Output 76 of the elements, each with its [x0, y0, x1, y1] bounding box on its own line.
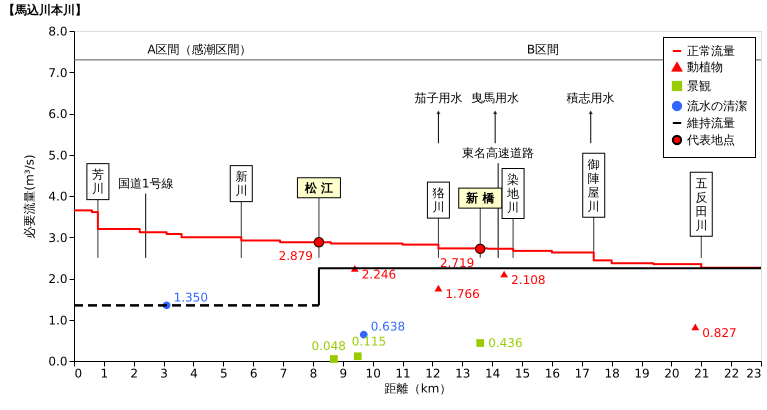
x-tick-label: 21 [694, 366, 710, 380]
y-tick-label: 1.0 [48, 313, 68, 328]
y-tick-label: 4.0 [48, 190, 68, 204]
point [330, 355, 338, 363]
y-tick-label: 6.0 [48, 107, 68, 121]
y-tick-label: 0.0 [48, 354, 68, 368]
legend-label: 景観 [687, 79, 711, 93]
legend-label: 流水の清潔 [687, 99, 747, 113]
x-tick-label: 9 [340, 366, 348, 380]
point [476, 339, 484, 347]
data-label: 0.436 [488, 336, 523, 350]
legend-label: 動植物 [687, 60, 723, 74]
y-tick-label: 5.0 [48, 148, 68, 162]
x-tick-label: 14 [485, 366, 500, 380]
x-tick-label: 19 [634, 366, 650, 380]
annotation: 狢川 [432, 186, 444, 214]
x-tick-label: 11 [395, 366, 411, 380]
x-tick-label: 3 [160, 366, 168, 380]
y-tick-label: 3.0 [48, 230, 68, 245]
x-tick-label: 23 [746, 366, 762, 380]
x-tick-label: 6 [250, 366, 258, 380]
annotation: 積志用水 [566, 91, 615, 106]
legend-label: 代表地点 [686, 133, 735, 147]
annotation: 芳川 [92, 168, 104, 196]
data-label: 0.115 [352, 334, 386, 348]
y-tick-label: 2.0 [48, 272, 68, 286]
data-label: 1.350 [174, 290, 208, 304]
annotation: A区間（感潮区間） [147, 42, 252, 57]
annotation: 新川 [235, 170, 248, 198]
data-label: 2.879 [278, 249, 313, 264]
point [500, 270, 508, 278]
chart-title: 【馬込川本川】 [2, 3, 87, 17]
annotation: 御陣屋川 [588, 157, 600, 214]
x-tick-label: 10 [366, 366, 381, 380]
annotation: 茄子用水 [414, 91, 462, 106]
data-label: 1.766 [445, 287, 480, 302]
x-tick-label: 7 [280, 366, 288, 380]
x-tick-label: 17 [574, 366, 590, 380]
x-tick-label: 5 [220, 366, 228, 380]
data-label: 2.719 [440, 256, 474, 270]
x-tick-label: 4 [190, 366, 198, 380]
x-tick-label: 20 [664, 366, 680, 380]
x-axis-title: 距離（km） [384, 382, 452, 396]
x-tick-label: 12 [425, 366, 441, 380]
annotation: 五反田川 [695, 176, 708, 232]
x-tick-label: 18 [604, 366, 620, 380]
point [434, 284, 442, 292]
x-tick-label: 15 [514, 366, 530, 380]
annotation: 東名高速道路 [462, 146, 534, 160]
annotation: B区間 [526, 42, 560, 57]
y-tick-label: 7.0 [48, 66, 68, 80]
point [354, 352, 362, 360]
legend-label: 正常流量 [687, 44, 735, 58]
point [691, 324, 700, 330]
x-tick-label: 16 [544, 366, 560, 380]
annotation: 新 橋 [465, 191, 496, 206]
data-label: 2.108 [511, 273, 546, 288]
data-label: 0.827 [702, 326, 737, 340]
point [474, 244, 486, 254]
x-tick-label: 8 [310, 366, 318, 380]
annotation: 染地川 [506, 172, 520, 215]
legend-label: 維持流量 [686, 116, 735, 130]
x-tick-label: 2 [130, 366, 138, 380]
data-label: 0.048 [312, 339, 346, 354]
y-tick-label: 8.0 [48, 24, 68, 38]
y-axis-title: 必要流量(m³/s) [22, 154, 36, 239]
annotation: 曳馬用水 [471, 91, 520, 106]
x-tick-label: 1 [100, 366, 108, 380]
x-tick-label: 22 [724, 366, 740, 380]
data-label: 2.246 [362, 267, 396, 282]
data-label: 0.638 [370, 320, 406, 334]
x-tick-label: 0 [74, 366, 82, 380]
annotation: 国道1号線 [118, 176, 174, 191]
annotation: 松 江 [304, 180, 334, 195]
x-tick-label: 13 [455, 366, 470, 380]
point [314, 237, 324, 248]
